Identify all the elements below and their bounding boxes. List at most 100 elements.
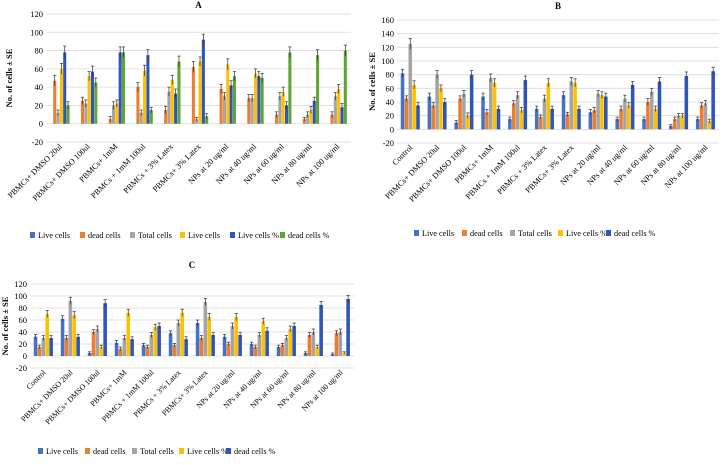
bar — [308, 335, 312, 356]
x-tick-label: PBMCs+ 3% Latex — [151, 142, 203, 194]
legend-swatch — [414, 230, 419, 236]
x-tick-label: PBMCs + 3% Latex — [495, 143, 548, 196]
bar — [334, 96, 337, 123]
bar — [319, 305, 323, 356]
legend-swatch — [130, 232, 135, 238]
legend-swatch — [30, 232, 35, 238]
y-axis-label: No. of cells ± SE — [367, 52, 377, 111]
bar — [497, 109, 501, 130]
bar — [493, 83, 497, 129]
y-tick-label: 80 — [386, 70, 395, 80]
bar — [94, 83, 97, 124]
legend-swatch — [462, 230, 467, 236]
bar — [412, 85, 416, 129]
legend-swatch — [85, 448, 90, 454]
y-tick-label: -20 — [32, 137, 43, 147]
bar — [88, 76, 91, 124]
bar — [136, 87, 139, 124]
bar — [339, 332, 343, 356]
legend-swatch — [180, 232, 185, 238]
bar — [76, 337, 80, 356]
bar — [458, 99, 462, 130]
y-tick-label: 140 — [381, 29, 394, 39]
y-tick-label: 80 — [19, 303, 28, 313]
y-tick-label: 40 — [386, 97, 395, 107]
bar — [623, 99, 627, 130]
y-tick-label: 60 — [19, 315, 28, 325]
bar — [489, 78, 493, 129]
bar — [335, 333, 339, 356]
bar — [199, 62, 202, 124]
chart-title: B — [555, 1, 561, 11]
bar — [631, 85, 635, 129]
y-tick-label: 0 — [39, 119, 43, 129]
bar — [569, 82, 573, 130]
bar — [45, 314, 49, 356]
y-tick-label: 100 — [14, 291, 27, 301]
legend-swatch — [179, 448, 184, 454]
bar — [53, 81, 56, 124]
legend-label: dead cells % — [614, 229, 656, 238]
legend-label: Live cells — [422, 229, 454, 238]
y-tick-label: 20 — [19, 339, 28, 349]
bar — [685, 76, 689, 129]
bar — [405, 99, 409, 130]
x-tick-label: PBMCs + 3% Latex — [132, 368, 183, 419]
bar — [547, 83, 551, 129]
bar — [130, 339, 134, 356]
legend-label: Total cells — [140, 447, 174, 456]
bar — [192, 67, 195, 124]
y-tick-label: 120 — [381, 42, 394, 52]
bar — [312, 332, 316, 356]
bar — [711, 71, 715, 129]
bar — [72, 315, 76, 356]
legend-swatch — [80, 232, 85, 238]
legend-label: Total cells — [138, 231, 172, 240]
bar — [627, 105, 631, 129]
bar — [285, 338, 289, 356]
bar — [346, 299, 350, 356]
legend-label: Live cells % — [238, 231, 279, 240]
bar — [278, 96, 281, 123]
bar — [535, 109, 539, 130]
y-tick-label: 40 — [19, 327, 28, 337]
bar — [481, 97, 485, 130]
y-axis-label: No. of cells ± SE — [4, 48, 14, 107]
y-tick-label: -20 — [16, 363, 27, 373]
bar — [92, 332, 96, 356]
chart-title: A — [195, 0, 202, 10]
bar — [207, 317, 211, 356]
bar — [169, 333, 173, 356]
bar — [223, 96, 226, 123]
legend-label: Live cells — [46, 447, 78, 456]
legend-swatch — [230, 232, 235, 238]
bar — [126, 313, 130, 356]
legend-label: Live cells — [188, 231, 220, 240]
x-tick-label: PBMCs + 3% Latex — [122, 142, 175, 195]
bar — [61, 319, 65, 356]
bar — [258, 335, 262, 356]
bar — [550, 109, 554, 130]
bar — [184, 339, 188, 356]
bar — [658, 82, 662, 130]
legend-swatch — [280, 232, 285, 238]
bar — [562, 95, 566, 129]
bar — [254, 73, 257, 123]
y-tick-label: 20 — [386, 111, 395, 121]
legend-swatch — [132, 448, 137, 454]
y-tick-label: 120 — [30, 9, 43, 19]
bar — [150, 335, 154, 356]
bar — [416, 105, 420, 129]
legend-label: Live cells % — [187, 447, 228, 456]
y-tick-label: 100 — [30, 27, 43, 37]
legend-label: dead cells — [470, 229, 503, 238]
y-tick-label: 0 — [390, 124, 394, 134]
bar — [516, 95, 520, 129]
bar — [69, 301, 73, 356]
bar — [282, 92, 285, 124]
y-tick-label: 40 — [35, 82, 44, 92]
bar — [211, 335, 215, 356]
bar — [247, 98, 250, 124]
